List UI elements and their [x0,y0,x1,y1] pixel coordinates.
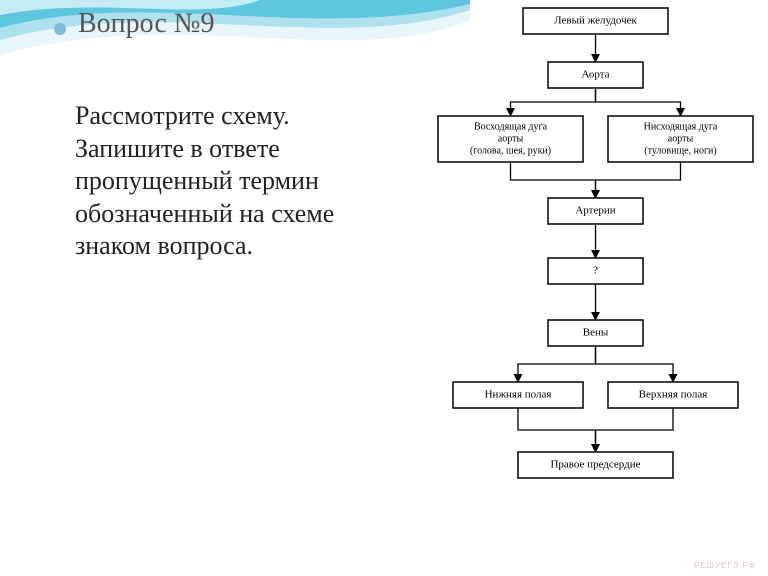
svg-text:аорты: аорты [668,133,694,144]
svg-text:аорты: аорты [498,133,524,144]
svg-text:Вены: Вены [583,327,609,339]
svg-text:(голова, шея, руки): (голова, шея, руки) [470,145,551,156]
node-veins: Вены [548,320,643,346]
node-q: ? [548,258,643,284]
edge-veins-inf [518,346,596,382]
node-sup: Верхняя полая [608,382,738,408]
edge-asc-art [511,162,596,198]
svg-text:(туловище, ноги): (туловище, ноги) [644,145,716,156]
node-asc: Восходящая дугааорты(голова, шея, руки) [438,116,583,162]
svg-text:Правое предсердие: Правое предсердие [550,459,640,471]
node-aorta: Аорта [548,62,643,88]
node-inf: Нижняя полая [453,382,583,408]
edge-sup-ra [596,408,674,452]
svg-text:?: ? [593,265,598,277]
edge-desc-art [596,162,681,198]
svg-text:Левый желудочек: Левый желудочек [554,15,637,27]
edge-inf-ra [518,408,596,452]
slide-heading: Вопрос №9 [78,8,215,40]
bullet-icon [54,23,66,35]
svg-text:Нижняя полая: Нижняя полая [485,389,552,401]
svg-text:Артерии: Артерии [575,205,615,217]
watermark: РЕШУЕГЭ.РФ [694,561,756,570]
edge-aorta-asc [511,88,596,116]
edge-aorta-desc [596,88,681,116]
svg-text:Восходящая дуга: Восходящая дуга [474,121,548,132]
node-lv: Левый желудочек [523,8,668,34]
edge-veins-sup [596,346,674,382]
flowchart-diagram: Левый желудочекАортаВосходящая дугааорты… [423,0,768,576]
svg-text:Верхняя полая: Верхняя полая [639,389,708,401]
question-text: Рассмотрите схему. Запишите в ответе про… [75,100,395,263]
svg-text:Нисходящая дуга: Нисходящая дуга [644,121,718,132]
node-desc: Нисходящая дугааорты(туловище, ноги) [608,116,753,162]
svg-text:Аорта: Аорта [581,69,609,81]
node-art: Артерии [548,198,643,224]
node-ra: Правое предсердие [518,452,673,478]
